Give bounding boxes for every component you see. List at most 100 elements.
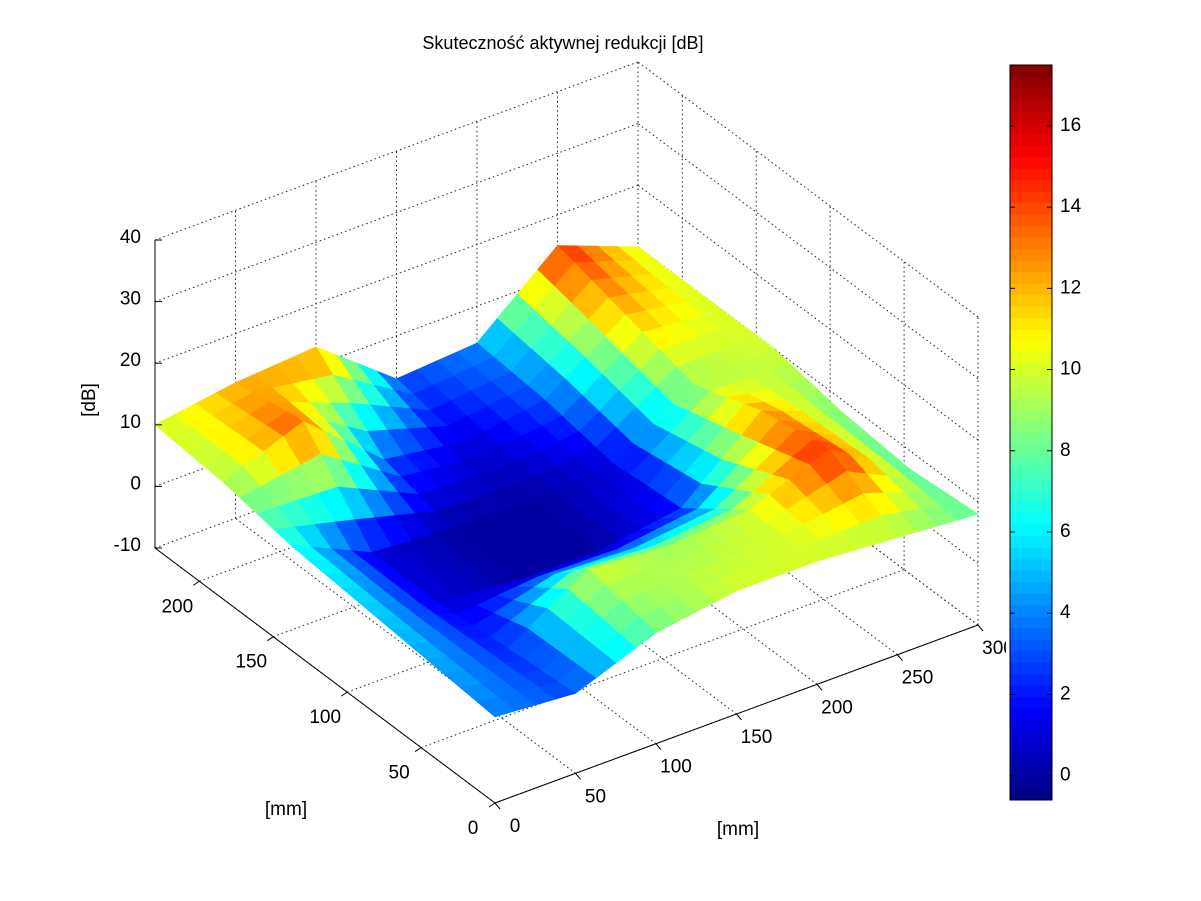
x-tick bbox=[494, 802, 501, 810]
colorbar-swatch bbox=[1010, 558, 1052, 571]
colorbar-swatch bbox=[1010, 179, 1052, 192]
y-tick-label: 200 bbox=[161, 596, 193, 617]
z-tick-label: -10 bbox=[114, 535, 141, 556]
colorbar-swatch bbox=[1010, 616, 1052, 629]
y-axis-label: [mm] bbox=[265, 799, 307, 820]
x-tick-label: 50 bbox=[585, 786, 606, 807]
y-tick-label: 50 bbox=[389, 763, 410, 784]
colorbar-swatch bbox=[1010, 570, 1052, 583]
colorbar-swatch bbox=[1010, 306, 1052, 319]
colorbar-swatch bbox=[1010, 225, 1052, 238]
colorbar-swatch bbox=[1010, 156, 1052, 169]
colorbar-swatch bbox=[1010, 604, 1052, 617]
colorbar-swatch bbox=[1010, 248, 1052, 261]
y-tick-label: 100 bbox=[309, 707, 341, 728]
colorbar-tick-label: 16 bbox=[1060, 115, 1081, 136]
colorbar-swatch bbox=[1010, 294, 1052, 307]
colorbar-tick-label: 8 bbox=[1060, 440, 1071, 461]
grid-line bbox=[637, 246, 979, 503]
colorbar-swatch bbox=[1010, 731, 1052, 744]
x-tick bbox=[575, 773, 581, 780]
grid-line bbox=[637, 61, 979, 318]
x-tick-label: 300 bbox=[982, 638, 1014, 659]
colorbar-swatch bbox=[1010, 765, 1052, 778]
colorbar-swatch bbox=[1010, 455, 1052, 468]
y-tick bbox=[414, 747, 422, 752]
x-tick-label: 0 bbox=[510, 816, 521, 837]
colorbar-swatch bbox=[1010, 87, 1052, 100]
colorbar-swatch bbox=[1010, 708, 1052, 721]
grid-line bbox=[154, 184, 639, 364]
colorbar-swatch bbox=[1010, 478, 1052, 491]
y-tick bbox=[488, 802, 496, 808]
x-tick bbox=[977, 624, 984, 632]
y-tick-label: 150 bbox=[235, 652, 267, 673]
colorbar-swatch bbox=[1010, 76, 1052, 89]
colorbar-tick-label: 0 bbox=[1060, 765, 1071, 786]
colorbar-swatch bbox=[1010, 191, 1052, 204]
colorbar-swatch bbox=[1010, 650, 1052, 663]
colorbar-swatch bbox=[1010, 547, 1052, 560]
grid-line bbox=[637, 123, 979, 380]
colorbar-swatch bbox=[1010, 202, 1052, 215]
colorbar-swatch bbox=[1010, 283, 1052, 296]
colorbar-swatch bbox=[1010, 662, 1052, 675]
colorbar-swatch bbox=[1010, 352, 1052, 365]
y-tick-label: 0 bbox=[468, 818, 479, 839]
colorbar-swatch bbox=[1010, 145, 1052, 158]
colorbar-swatch bbox=[1010, 719, 1052, 732]
x-tick bbox=[736, 713, 742, 721]
colorbar-swatch bbox=[1010, 696, 1052, 709]
colorbar-swatch bbox=[1010, 742, 1052, 755]
x-axis-label: [mm] bbox=[717, 819, 759, 840]
colorbar-swatch bbox=[1010, 317, 1052, 330]
colorbar-swatch bbox=[1010, 375, 1052, 388]
colorbar-swatch bbox=[1010, 524, 1052, 537]
colorbar-swatch bbox=[1010, 466, 1052, 479]
colorbar-swatch bbox=[1010, 99, 1052, 112]
z-tick-label: 10 bbox=[120, 412, 141, 433]
grid-line bbox=[235, 517, 576, 774]
x-tick-label: 250 bbox=[902, 668, 934, 689]
colorbar-tick-label: 2 bbox=[1060, 683, 1071, 704]
z-tick-label: 40 bbox=[120, 227, 141, 248]
grid-line bbox=[637, 184, 979, 441]
colorbar-swatch bbox=[1010, 237, 1052, 250]
colorbar-swatch bbox=[1010, 639, 1052, 652]
colorbar-tick-label: 12 bbox=[1060, 277, 1081, 298]
colorbar-swatch bbox=[1010, 110, 1052, 123]
colorbar-swatch bbox=[1010, 65, 1052, 77]
x-tick bbox=[655, 743, 662, 750]
colorbar-swatch bbox=[1010, 340, 1052, 353]
colorbar-swatch bbox=[1010, 386, 1052, 399]
colorbar-swatch bbox=[1010, 432, 1052, 445]
colorbar-swatch bbox=[1010, 329, 1052, 342]
colorbar-swatch bbox=[1010, 133, 1052, 146]
colorbar-frame bbox=[1009, 64, 1053, 801]
z-axis-label: [dB] bbox=[79, 383, 100, 417]
colorbar-tick-label: 14 bbox=[1060, 196, 1082, 217]
colorbar-swatch bbox=[1010, 535, 1052, 548]
grid-line bbox=[154, 123, 639, 303]
colorbar-swatch bbox=[1010, 685, 1052, 698]
grid-line bbox=[154, 61, 639, 241]
colorbar-swatch bbox=[1010, 260, 1052, 273]
colorbar-swatch bbox=[1010, 443, 1052, 456]
colorbar-swatch bbox=[1010, 398, 1052, 411]
colorbar-tick-label: 10 bbox=[1060, 359, 1081, 380]
x-tick-label: 200 bbox=[821, 697, 853, 718]
colorbar-swatch bbox=[1010, 788, 1052, 801]
colorbar-tick-label: 6 bbox=[1060, 521, 1071, 542]
colorbar-swatch bbox=[1010, 489, 1052, 502]
colorbar-swatch bbox=[1010, 501, 1052, 514]
y-tick bbox=[266, 636, 274, 642]
y-tick bbox=[193, 580, 200, 586]
y-tick bbox=[340, 691, 348, 697]
colorbar-swatch bbox=[1010, 673, 1052, 686]
z-tick-label: 30 bbox=[120, 289, 141, 310]
colorbar-tick-label: 4 bbox=[1060, 602, 1071, 623]
colorbar-swatch bbox=[1010, 512, 1052, 525]
y-axis bbox=[154, 547, 496, 804]
x-tick bbox=[897, 654, 903, 661]
